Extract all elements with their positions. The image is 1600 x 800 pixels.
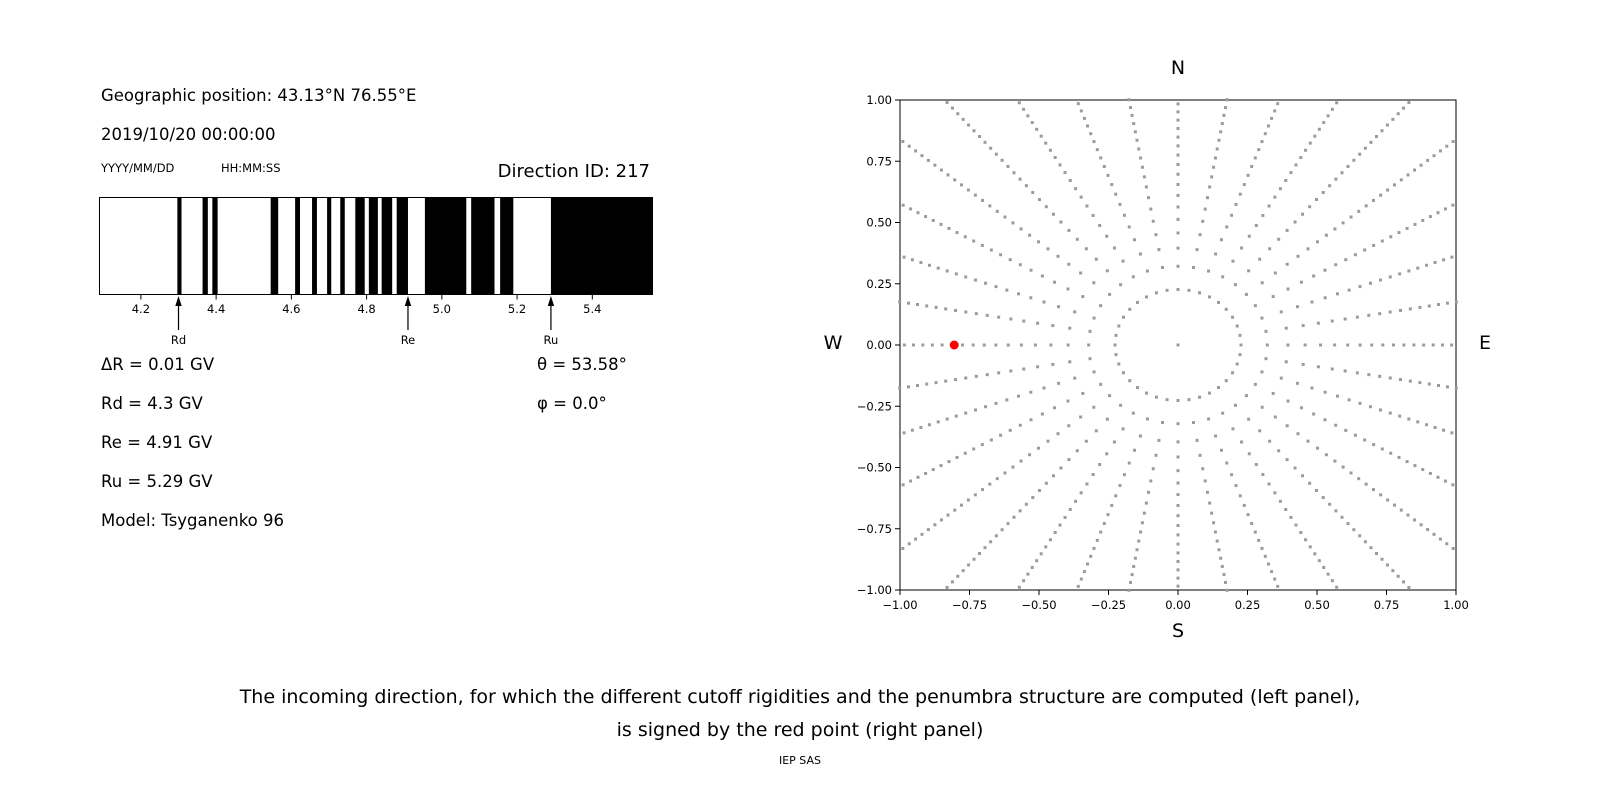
svg-text:4.2: 4.2 xyxy=(132,302,150,316)
direction-dots xyxy=(898,98,1458,592)
svg-text:0.00: 0.00 xyxy=(1165,598,1191,612)
svg-text:0.25: 0.25 xyxy=(866,277,892,291)
caption-line-2: is signed by the red point (right panel) xyxy=(616,719,984,741)
compass-s-label: S xyxy=(1171,620,1185,642)
svg-text:Rd: Rd xyxy=(171,333,186,347)
svg-text:−0.75: −0.75 xyxy=(952,598,987,612)
penumbra-chart: 4.2 4.4 4.6 4.8 5.0 5.2 5.4 Rd Re Ru xyxy=(99,197,653,347)
penumbra-x-ticks: 4.2 4.4 4.6 4.8 5.0 5.2 5.4 xyxy=(132,295,601,316)
direction-map-chart: −1.00 −0.75 −0.50 −0.25 0.00 0.25 0.50 0.75 1.00… xyxy=(857,93,1469,612)
compass-e-label: E xyxy=(1478,332,1491,354)
compass-w-label: W xyxy=(823,332,843,354)
param-re: Re = 4.91 GV xyxy=(101,433,213,452)
svg-text:−0.25: −0.25 xyxy=(857,399,892,413)
cutoff-markers: Rd Re Ru xyxy=(171,296,558,347)
direction-id-text: Direction ID: 217 xyxy=(497,161,650,182)
svg-text:1.00: 1.00 xyxy=(1443,598,1469,612)
compass-n-label: N xyxy=(1170,57,1186,79)
svg-text:0.25: 0.25 xyxy=(1235,598,1261,612)
svg-text:0.00: 0.00 xyxy=(866,338,892,352)
svg-text:5.0: 5.0 xyxy=(433,302,451,316)
datetime-text: 2019/10/20 00:00:00 xyxy=(101,125,276,144)
svg-text:4.6: 4.6 xyxy=(282,302,300,316)
svg-text:4.4: 4.4 xyxy=(207,302,225,316)
red-point-marker xyxy=(949,340,959,350)
svg-text:5.2: 5.2 xyxy=(508,302,526,316)
svg-text:Re: Re xyxy=(401,333,416,347)
svg-text:5.4: 5.4 xyxy=(583,302,601,316)
svg-text:1.00: 1.00 xyxy=(866,93,892,107)
svg-text:−1.00: −1.00 xyxy=(882,598,917,612)
credit-text: IEP SAS xyxy=(778,754,822,767)
date-format-label: YYYY/MM/DD xyxy=(101,161,175,175)
svg-text:−0.75: −0.75 xyxy=(857,522,892,536)
map-ticks: −1.00 −0.75 −0.50 −0.25 0.00 0.25 0.50 0.75 1.00… xyxy=(857,93,1469,612)
svg-text:Ru: Ru xyxy=(544,333,559,347)
param-phi: φ = 0.0° xyxy=(537,394,607,413)
svg-text:0.75: 0.75 xyxy=(1374,598,1400,612)
svg-text:0.50: 0.50 xyxy=(1304,598,1330,612)
param-theta: θ = 53.58° xyxy=(537,355,627,374)
svg-text:−0.25: −0.25 xyxy=(1091,598,1126,612)
caption-line-1: The incoming direction, for which the di… xyxy=(239,686,1361,708)
svg-text:−1.00: −1.00 xyxy=(857,583,892,597)
time-format-label: HH:MM:SS xyxy=(221,161,281,175)
svg-text:−0.50: −0.50 xyxy=(857,461,892,475)
param-rd: Rd = 4.3 GV xyxy=(101,394,203,413)
param-ru: Ru = 5.29 GV xyxy=(101,472,213,491)
param-delta-r: ΔR = 0.01 GV xyxy=(101,355,215,374)
forbidden-bands xyxy=(177,198,653,294)
param-model: Model: Tsyganenko 96 xyxy=(101,511,285,530)
geo-position-text: Geographic position: 43.13°N 76.55°E xyxy=(101,86,417,105)
svg-text:0.75: 0.75 xyxy=(866,154,892,168)
svg-text:−0.50: −0.50 xyxy=(1021,598,1056,612)
svg-text:4.8: 4.8 xyxy=(357,302,375,316)
svg-text:0.50: 0.50 xyxy=(866,216,892,230)
